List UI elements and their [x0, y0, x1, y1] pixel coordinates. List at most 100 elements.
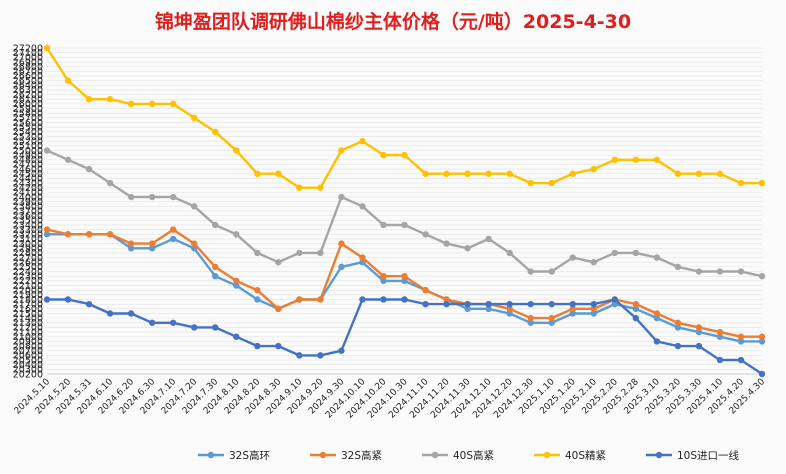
data-point	[737, 356, 745, 364]
y-tick-label: 25300	[13, 132, 43, 143]
data-point	[212, 263, 219, 271]
data-point	[233, 147, 240, 154]
data-point	[43, 296, 51, 303]
series-4	[43, 296, 766, 378]
data-point	[674, 324, 682, 331]
data-point	[653, 314, 661, 322]
data-point	[233, 231, 240, 238]
data-point	[758, 370, 766, 378]
series-1	[43, 226, 766, 340]
data-point	[380, 151, 387, 159]
data-point	[443, 300, 450, 308]
y-tick-label: 21300	[13, 318, 43, 329]
data-point	[716, 328, 724, 336]
data-point	[338, 263, 345, 271]
data-point	[695, 328, 703, 336]
legend-swatch-marker	[319, 451, 327, 459]
data-point	[758, 333, 766, 340]
y-tick-label: 25600	[13, 118, 43, 129]
y-tick-label: 22100	[13, 281, 43, 292]
data-point	[653, 310, 661, 317]
data-point	[611, 156, 618, 163]
data-point	[527, 300, 534, 308]
legend-swatch-marker	[655, 451, 663, 459]
data-point	[359, 254, 366, 261]
data-point	[716, 356, 724, 364]
series-group	[43, 44, 766, 378]
y-tick-label: 22200	[13, 276, 43, 287]
data-point	[85, 231, 93, 238]
y-tick-label: 26700	[13, 67, 43, 78]
data-point	[569, 310, 576, 317]
data-point	[611, 300, 618, 308]
data-point	[506, 305, 513, 312]
legend-swatch-marker	[543, 451, 551, 459]
y-tick-label: 20800	[13, 341, 43, 352]
data-point	[296, 296, 303, 303]
y-tick-label: 22000	[13, 285, 43, 296]
data-point	[148, 319, 156, 326]
y-tick-label: 26400	[13, 81, 43, 92]
data-point	[64, 156, 72, 163]
data-point	[758, 179, 766, 187]
data-point	[506, 170, 513, 177]
data-point	[296, 249, 303, 257]
legend-item: 10S进口一线	[646, 449, 740, 462]
data-point	[590, 165, 597, 173]
data-point	[506, 249, 513, 257]
data-point	[191, 240, 198, 247]
y-tick-label: 26800	[13, 62, 43, 73]
data-point	[590, 259, 597, 266]
y-tick-label: 21000	[13, 332, 43, 343]
data-point	[527, 314, 534, 322]
data-point	[127, 240, 135, 247]
legend-label: 10S进口一线	[677, 449, 740, 462]
data-point	[85, 96, 93, 103]
data-point	[716, 170, 724, 177]
y-tick-label: 25100	[13, 141, 43, 152]
data-point	[758, 273, 766, 280]
data-point	[674, 342, 682, 350]
legend-label: 32S高紧	[341, 449, 382, 462]
data-point	[317, 296, 324, 303]
data-point	[106, 96, 114, 103]
data-point	[169, 319, 177, 326]
data-point	[43, 226, 51, 233]
data-point	[296, 352, 303, 359]
data-point	[464, 300, 471, 308]
data-point	[106, 179, 114, 187]
y-tick-label: 25200	[13, 136, 43, 147]
y-tick-label: 23700	[13, 206, 43, 217]
data-point	[127, 310, 135, 317]
data-point	[653, 254, 661, 261]
data-point	[401, 221, 408, 229]
y-tick-label: 21600	[13, 304, 43, 315]
y-tick-label: 21400	[13, 313, 43, 324]
series-3	[43, 44, 766, 191]
series-2	[43, 147, 766, 280]
y-tick-label: 23200	[13, 230, 43, 241]
data-point	[569, 170, 576, 177]
data-point	[296, 184, 303, 191]
data-point	[191, 203, 198, 210]
data-point	[317, 352, 324, 359]
y-tick-label: 22400	[13, 267, 43, 278]
y-tick-label: 27200	[13, 43, 43, 54]
data-point	[464, 305, 471, 312]
y-tick-label: 22800	[13, 248, 43, 259]
y-tick-label: 25800	[13, 109, 43, 120]
y-tick-label: 25400	[13, 127, 43, 138]
data-point	[43, 231, 51, 238]
data-point	[127, 245, 135, 252]
data-point	[632, 305, 640, 312]
data-point	[611, 249, 618, 257]
y-tick-label: 25700	[13, 113, 43, 124]
legend-swatch-marker	[207, 451, 215, 459]
y-tick-label: 24300	[13, 178, 43, 189]
y-tick-label: 23600	[13, 211, 43, 222]
data-point	[674, 263, 682, 271]
y-tick-label: 24600	[13, 164, 43, 175]
y-tick-label: 20900	[13, 337, 43, 348]
legend-item: 32S高紧	[310, 449, 382, 462]
y-tick-label: 25900	[13, 104, 43, 115]
